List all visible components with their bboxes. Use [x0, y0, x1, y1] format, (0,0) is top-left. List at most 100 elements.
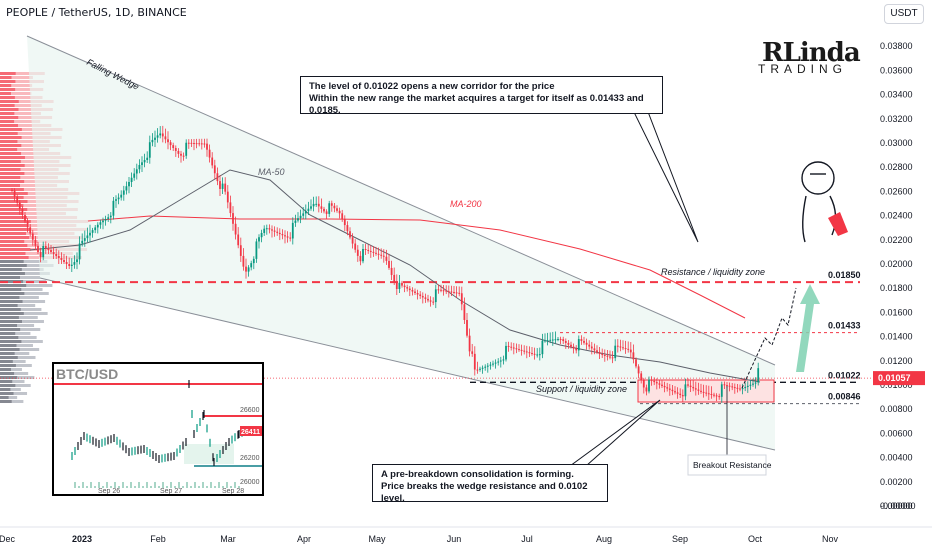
candle-body — [489, 364, 492, 366]
candle-body — [502, 359, 505, 361]
y-tick-label: 0.00000 — [880, 501, 913, 511]
level-label: 0.01022 — [828, 370, 861, 380]
volume-bar — [0, 316, 19, 319]
y-tick-label: 0.02600 — [880, 186, 913, 196]
candle-body — [749, 384, 752, 386]
candle-body — [208, 149, 211, 158]
candle-body — [297, 218, 299, 221]
currency-selector[interactable]: USDT — [884, 4, 924, 24]
volume-bar — [0, 224, 27, 227]
volume-bar — [0, 112, 15, 115]
inset-volume-bar — [222, 486, 224, 488]
candle-body — [200, 143, 203, 145]
candle-body — [710, 394, 713, 395]
inset-volume-bar — [118, 486, 120, 488]
candle-body — [655, 382, 658, 384]
candle-body — [557, 338, 559, 340]
volume-bar — [0, 168, 59, 171]
candle-body — [494, 362, 497, 364]
candle-body — [237, 234, 240, 246]
candle-body — [424, 297, 427, 299]
volume-bar — [0, 328, 21, 331]
volume-bar — [0, 216, 27, 219]
candle-body — [385, 256, 388, 261]
inset-volume-bar — [218, 482, 220, 488]
ma50-label: MA-50 — [258, 167, 285, 177]
candle-body — [466, 319, 468, 336]
candle-body — [89, 232, 91, 236]
callout-top-pointer — [629, 103, 699, 243]
brand-logo: RLinda TRADING — [758, 38, 861, 78]
volume-bar — [0, 400, 12, 403]
candle-body — [213, 165, 216, 174]
candle-body — [398, 282, 401, 290]
candle-body — [206, 143, 208, 150]
candle-body — [676, 392, 679, 394]
candle-body — [453, 291, 455, 293]
candle-body — [746, 385, 749, 387]
candle-body — [115, 199, 117, 201]
y-tick-label: 0.00200 — [880, 477, 913, 487]
volume-bar — [0, 340, 22, 343]
volume-bar — [0, 248, 31, 251]
y-tick-label: 0.02400 — [880, 211, 913, 221]
y-tick-label: -0.00000 — [880, 501, 916, 511]
candle-body — [18, 202, 21, 209]
candle-body — [525, 351, 528, 353]
volume-bar — [0, 100, 19, 103]
candle-body — [637, 366, 640, 374]
candle-body — [434, 289, 437, 303]
candle-body — [697, 389, 700, 391]
candle-body — [39, 252, 42, 258]
candle-body — [151, 139, 154, 143]
inset-volume-bar — [158, 486, 160, 488]
candle-body — [515, 348, 518, 350]
candle-body — [221, 183, 224, 189]
candle-body — [601, 354, 604, 356]
candle-body — [450, 291, 453, 293]
candle-body — [445, 290, 448, 292]
current-price-label: 0.01057 — [878, 373, 911, 383]
volume-bar — [0, 124, 52, 127]
price-axis-bg — [873, 0, 932, 550]
candle-body — [37, 245, 39, 252]
volume-bar — [0, 236, 30, 239]
volume-bar — [0, 332, 16, 335]
candle-body — [632, 352, 635, 360]
candle-body — [419, 294, 422, 296]
candle-body — [356, 249, 359, 256]
volume-bar — [0, 92, 32, 95]
inset-volume-bar — [230, 486, 232, 488]
candle-body — [562, 339, 565, 342]
candle-body — [616, 345, 619, 347]
inset-volume-bar — [154, 482, 156, 488]
candle-body — [694, 388, 697, 390]
candle-body — [102, 220, 104, 223]
candle-body — [122, 190, 125, 195]
candle-body — [421, 295, 424, 298]
volume-bar — [0, 232, 27, 235]
candle-body — [325, 211, 328, 214]
candle-body — [653, 380, 656, 383]
y-tick-label: 0.02000 — [880, 259, 913, 269]
candle-body — [629, 349, 632, 353]
candle-body — [104, 218, 107, 221]
logo-line2: TRADING — [758, 62, 847, 76]
candle-body — [544, 340, 546, 342]
candle-body — [338, 210, 341, 214]
candle-body — [99, 222, 102, 225]
volume-bar — [0, 308, 21, 311]
volume-bar — [0, 348, 20, 351]
inset-volume-bar — [162, 482, 164, 488]
candle-body — [317, 203, 320, 207]
candle-body — [583, 340, 585, 343]
candle-body — [343, 218, 346, 226]
candle-body — [351, 237, 354, 244]
volume-bar — [0, 396, 9, 399]
candle-body — [333, 205, 336, 209]
x-tick-label: Jun — [447, 534, 462, 544]
volume-bar — [0, 92, 11, 95]
mascot-hand — [828, 212, 848, 236]
volume-bar — [0, 380, 13, 383]
